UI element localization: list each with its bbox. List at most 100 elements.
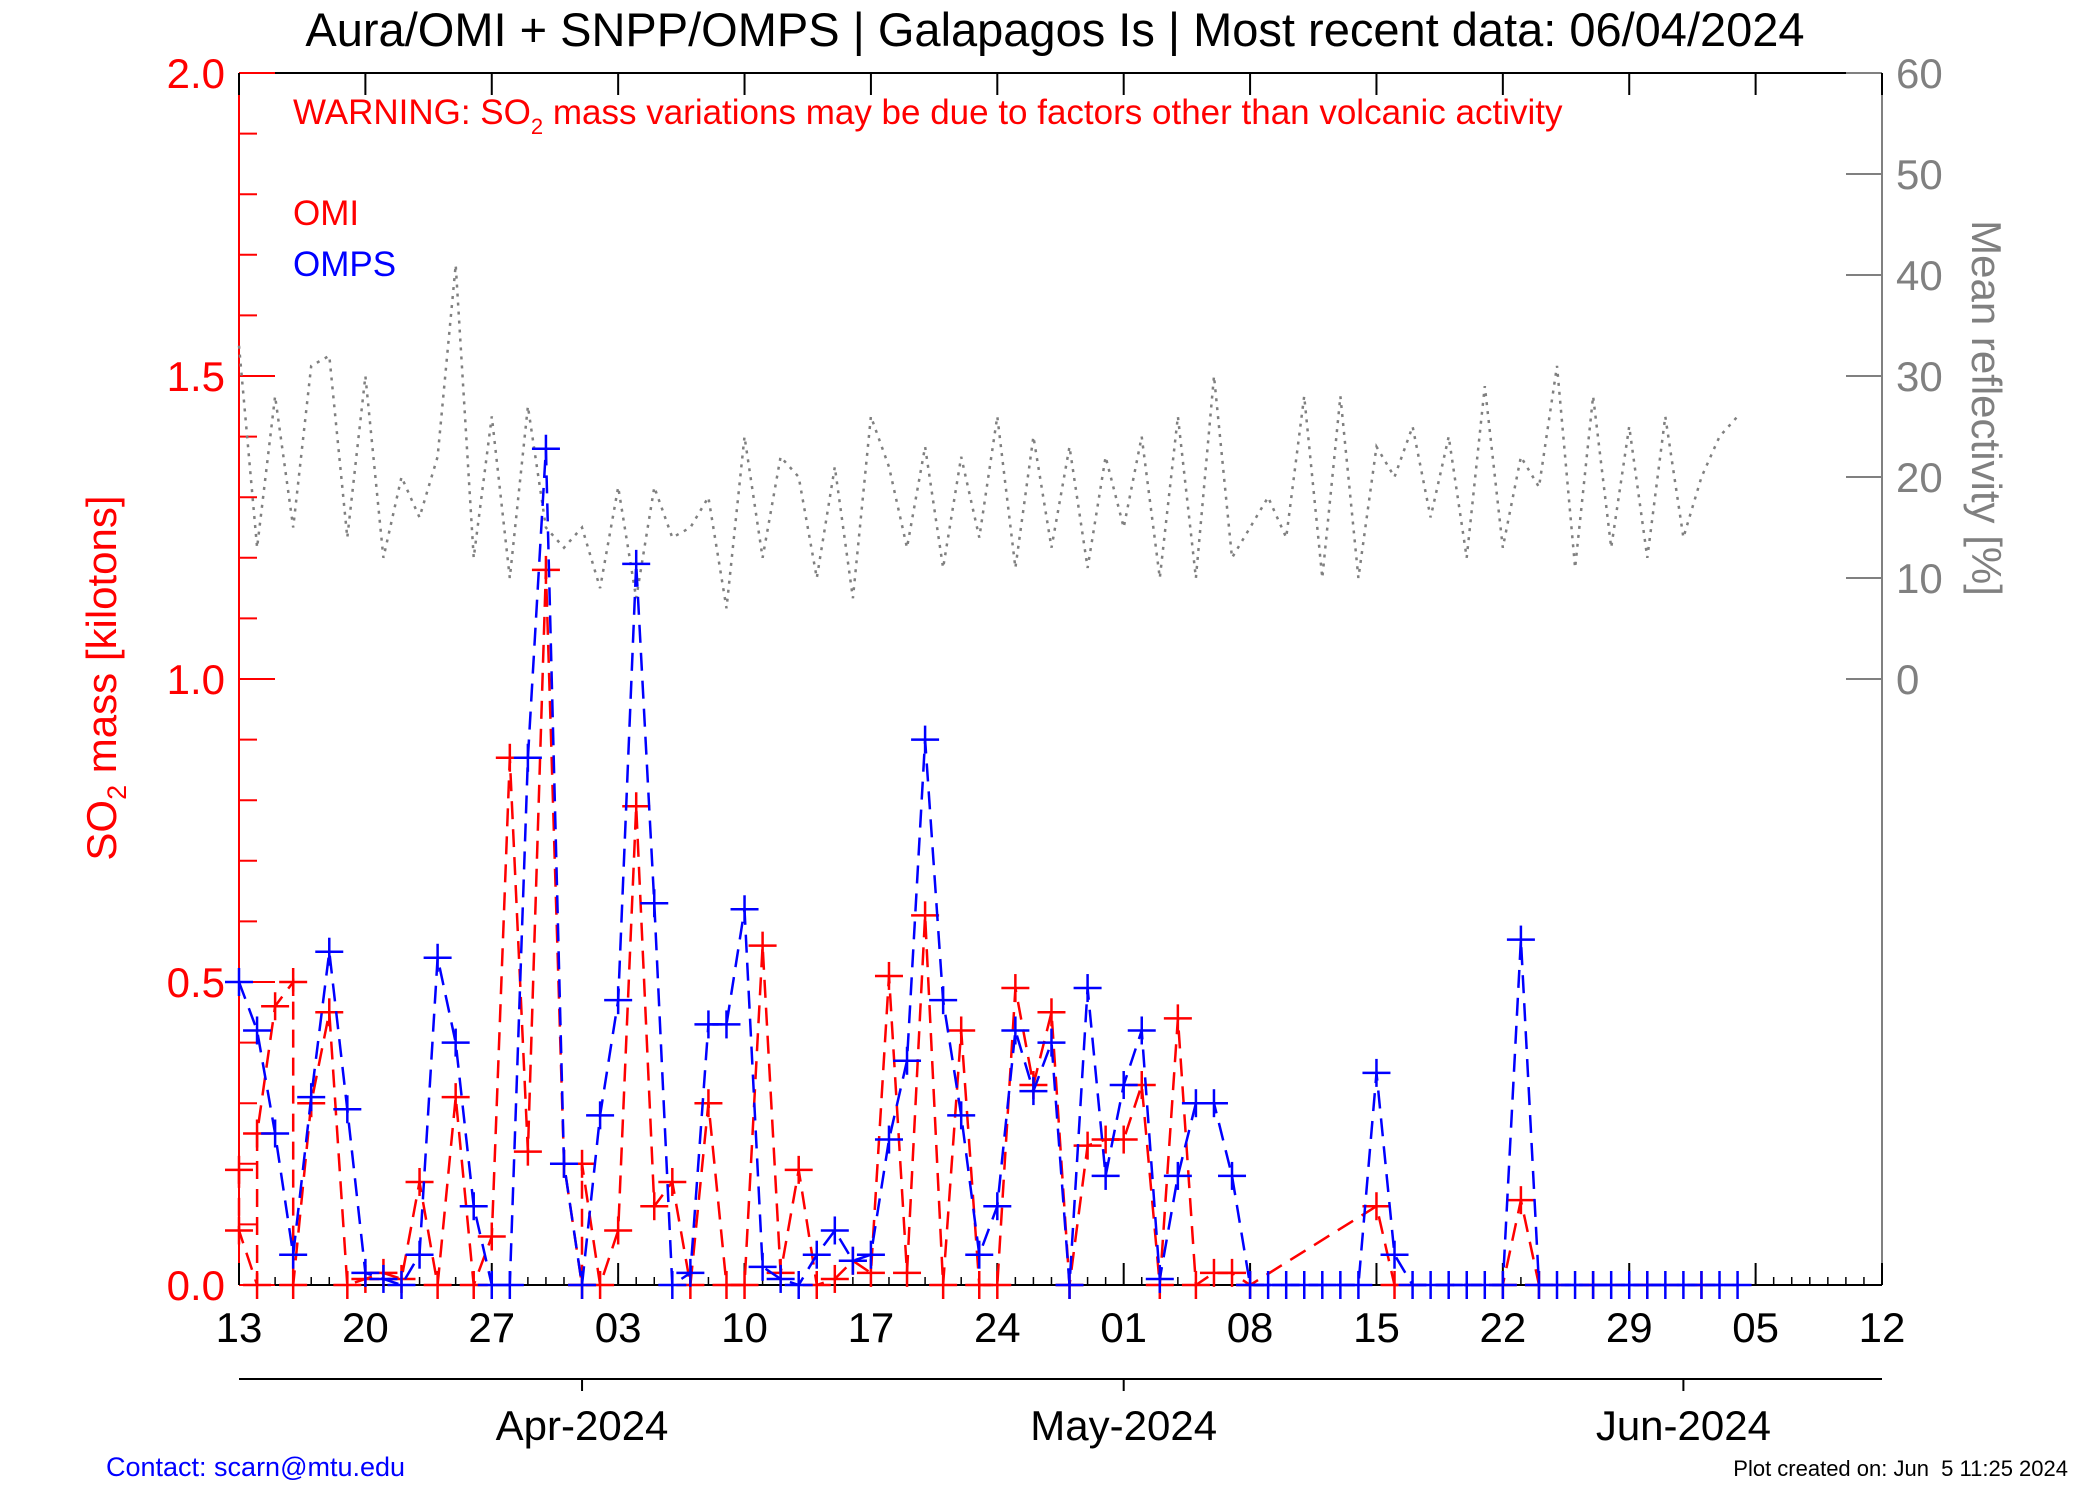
omps-point	[658, 1271, 687, 1299]
month-tick-label: Jun-2024	[1596, 1402, 1771, 1449]
x-tick-label: 27	[468, 1304, 515, 1351]
omps-point	[225, 968, 253, 996]
omps-point	[929, 986, 958, 1015]
y-right-tick-label: 30	[1896, 353, 1943, 400]
omi-point	[1362, 1192, 1391, 1221]
omps-point	[586, 1101, 615, 1130]
omi-point	[694, 1089, 723, 1118]
omps-point	[1073, 974, 1102, 1003]
contact-text[interactable]: Contact: scarn@mtu.edu	[106, 1452, 405, 1482]
omi-point	[1037, 998, 1066, 1027]
omps-point	[1380, 1240, 1409, 1269]
omi-point	[911, 901, 940, 930]
warning-prefix: WARNING: SO	[293, 93, 531, 132]
y-left-tick-label: 1.5	[167, 353, 225, 400]
x-tick-label: 29	[1606, 1304, 1653, 1351]
x-tick-label: 10	[721, 1304, 768, 1351]
warning-text: WARNING: SO2 mass variations may be due …	[293, 93, 1563, 139]
omps-point	[1506, 925, 1535, 954]
omps-point	[351, 1258, 380, 1287]
omi-point	[604, 1216, 633, 1245]
y-right-tick-label: 20	[1896, 454, 1943, 501]
omi-point	[929, 1271, 958, 1299]
month-tick-label: Apr-2024	[496, 1402, 669, 1449]
omps-point	[640, 889, 669, 918]
omps-point	[1163, 1161, 1192, 1190]
omi-point	[225, 1155, 253, 1184]
y-axis-right-label: Mean reflectivity [%]	[1963, 220, 2010, 596]
omi-point	[784, 1155, 813, 1184]
y-right-tick-label: 0	[1896, 656, 1919, 703]
omps-point	[459, 1192, 488, 1221]
omi-point	[279, 1271, 308, 1299]
omps-point	[911, 725, 940, 754]
omps-point	[874, 1125, 903, 1154]
x-tick-label: 01	[1100, 1304, 1147, 1351]
omps-point	[1723, 1271, 1752, 1299]
omps-series-line	[237, 448, 1738, 1288]
omps-point	[1199, 1089, 1228, 1118]
omi-series-line	[237, 569, 1702, 1288]
omps-point	[441, 1028, 470, 1057]
x-tick-label: 17	[848, 1304, 895, 1351]
omi-point	[477, 1222, 506, 1251]
omi-point	[1001, 974, 1030, 1003]
ylabel-left-prefix: SO	[78, 800, 125, 861]
omps-point	[965, 1240, 994, 1269]
omps-point	[856, 1240, 885, 1269]
warning-suffix: mass variations may be due to factors ot…	[543, 93, 1563, 132]
omi-point	[640, 1192, 669, 1221]
omps-point	[712, 1010, 741, 1039]
y-left-tick-label: 1.0	[167, 656, 225, 703]
omi-point	[243, 1271, 272, 1299]
omps-point	[531, 434, 560, 463]
omi-point	[874, 961, 903, 990]
omps-point	[893, 1046, 922, 1075]
chart-title: Aura/OMI + SNPP/OMPS | Galapagos Is | Mo…	[305, 3, 1804, 56]
x-tick-label: 13	[216, 1304, 263, 1351]
x-tick-label: 15	[1353, 1304, 1400, 1351]
y-right-tick-label: 10	[1896, 555, 1943, 602]
y-axis-left-label: SO2 mass [kilotons]	[78, 495, 132, 860]
omi-point	[225, 1216, 253, 1245]
omps-point	[1145, 1264, 1174, 1293]
omps-point	[333, 1095, 362, 1124]
y-right-tick-label: 60	[1896, 50, 1943, 97]
omps-point	[1127, 1016, 1156, 1045]
series-layer	[225, 264, 1752, 1299]
legend-omi: OMI	[293, 194, 359, 233]
omps-point	[838, 1246, 867, 1275]
omps-point	[1344, 1271, 1373, 1299]
omi-point	[947, 1016, 976, 1045]
omps-point	[1362, 1058, 1391, 1087]
omps-point	[1218, 1161, 1247, 1190]
omi-point	[279, 968, 308, 996]
omps-point	[243, 1016, 272, 1045]
omps-point	[748, 1252, 777, 1281]
omps-point	[820, 1216, 849, 1245]
created-text: Plot created on: Jun 5 11:25 2024	[1733, 1456, 2068, 1481]
y-left-tick-label: 0.5	[167, 959, 225, 1006]
x-tick-label: 08	[1227, 1304, 1274, 1351]
omi-point	[1181, 1271, 1210, 1299]
omi-point	[1163, 1004, 1192, 1033]
warning-subscript: 2	[531, 114, 543, 139]
omps-point	[315, 937, 344, 966]
omi-point	[1218, 1258, 1247, 1287]
omi-point	[531, 555, 560, 584]
mean-reflectivity-series-line	[237, 264, 1739, 609]
omi-point	[315, 998, 344, 1027]
y-right-tick-label: 50	[1896, 151, 1943, 198]
y-left-tick-label: 2.0	[167, 50, 225, 97]
legend-omps: OMPS	[293, 245, 396, 284]
omi-point	[333, 1271, 362, 1299]
omps-point	[802, 1240, 831, 1269]
omps-point	[1109, 1071, 1138, 1100]
omps-point	[568, 1271, 597, 1299]
omps-point	[495, 1271, 524, 1299]
omi-point	[441, 1083, 470, 1112]
omps-point	[1037, 1028, 1066, 1057]
y-left-tick-label: 0.0	[167, 1262, 225, 1309]
omps-point	[549, 1149, 578, 1178]
y-right-tick-label: 40	[1896, 252, 1943, 299]
